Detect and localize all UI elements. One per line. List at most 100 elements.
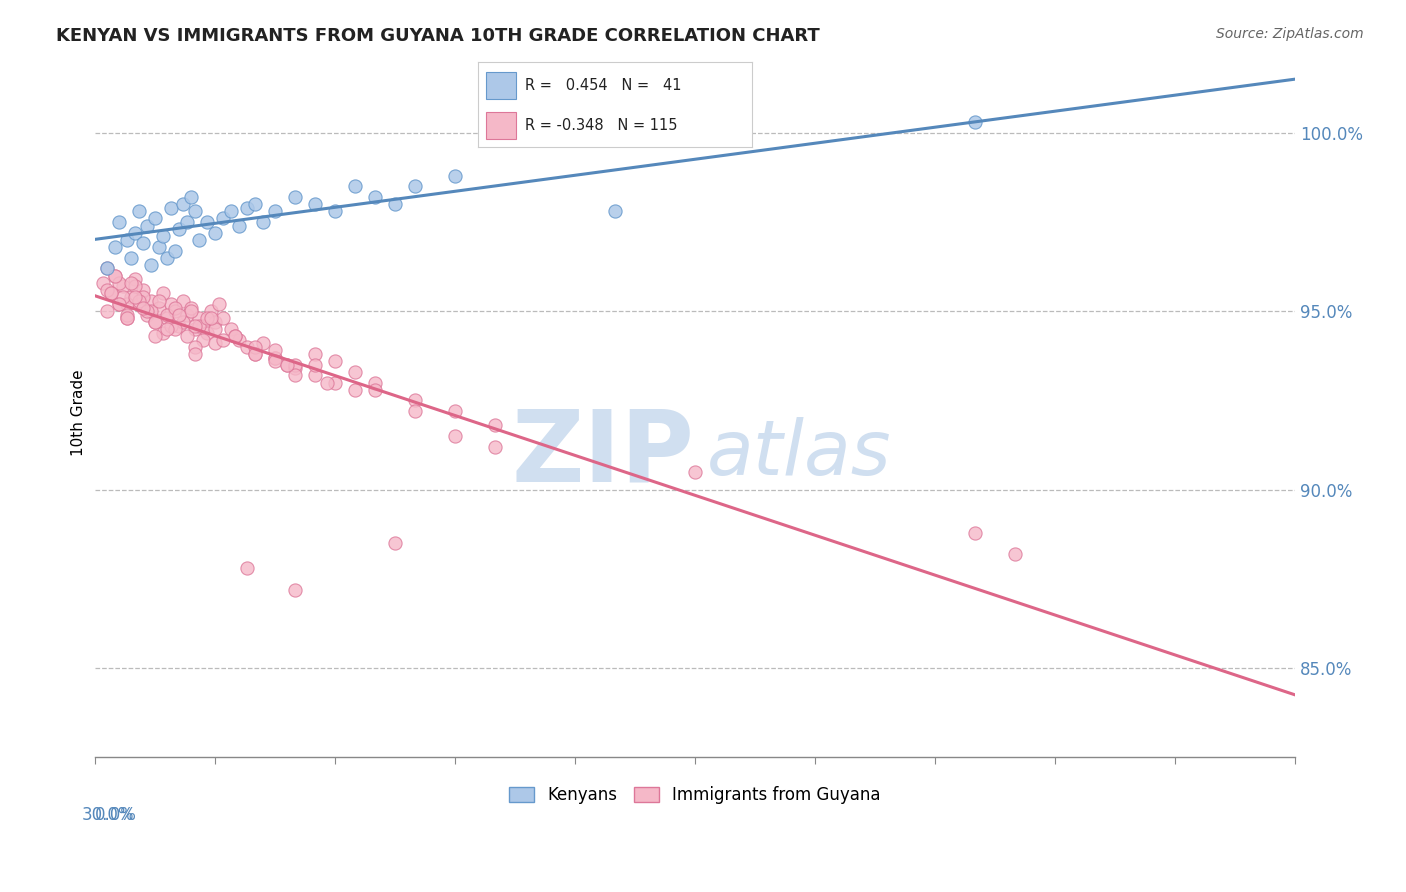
Point xyxy=(363,190,385,204)
Point xyxy=(163,322,186,336)
Point xyxy=(200,311,222,326)
Point xyxy=(172,197,194,211)
Point xyxy=(284,368,307,383)
Point xyxy=(484,418,506,433)
Point xyxy=(243,347,266,361)
Point xyxy=(163,304,186,318)
Point xyxy=(204,315,226,329)
Point xyxy=(219,204,242,219)
Point xyxy=(200,304,222,318)
Point xyxy=(323,204,346,219)
Point xyxy=(263,351,285,365)
Point xyxy=(404,404,426,418)
Point xyxy=(263,343,285,358)
Point xyxy=(304,197,326,211)
Point xyxy=(100,286,122,301)
Text: KENYAN VS IMMIGRANTS FROM GUYANA 10TH GRADE CORRELATION CHART: KENYAN VS IMMIGRANTS FROM GUYANA 10TH GR… xyxy=(56,27,820,45)
Text: ZIP: ZIP xyxy=(512,406,695,503)
Point xyxy=(204,322,226,336)
Point xyxy=(167,308,190,322)
Point xyxy=(120,251,142,265)
Point xyxy=(172,315,194,329)
Point xyxy=(204,226,226,240)
Point xyxy=(228,219,250,233)
Point xyxy=(96,283,118,297)
Point xyxy=(124,226,146,240)
Point xyxy=(235,340,257,354)
Point xyxy=(235,201,257,215)
Point xyxy=(963,525,986,540)
Point xyxy=(115,297,138,311)
Point xyxy=(443,429,465,443)
Y-axis label: 10th Grade: 10th Grade xyxy=(72,369,86,457)
Point xyxy=(363,383,385,397)
Point xyxy=(224,329,246,343)
Point xyxy=(404,393,426,408)
Point xyxy=(443,404,465,418)
Point xyxy=(115,311,138,326)
Text: 0.0%: 0.0% xyxy=(94,805,136,823)
Point xyxy=(404,179,426,194)
Point xyxy=(243,197,266,211)
Point xyxy=(180,301,202,315)
Point xyxy=(304,347,326,361)
Point xyxy=(183,204,205,219)
Point xyxy=(131,301,153,315)
Point xyxy=(103,240,125,254)
Point xyxy=(243,340,266,354)
Point xyxy=(252,215,274,229)
Point xyxy=(211,211,233,226)
Point xyxy=(263,351,285,365)
Point xyxy=(219,322,242,336)
Point xyxy=(131,283,153,297)
Point xyxy=(131,290,153,304)
Point xyxy=(183,318,205,333)
Point xyxy=(195,326,218,340)
Point xyxy=(139,293,162,308)
Point xyxy=(211,311,233,326)
Point xyxy=(124,290,146,304)
Point xyxy=(124,279,146,293)
Point xyxy=(143,315,166,329)
Point xyxy=(284,361,307,376)
Point xyxy=(163,301,186,315)
Point xyxy=(115,308,138,322)
Point xyxy=(263,354,285,368)
Point xyxy=(228,333,250,347)
Point xyxy=(243,347,266,361)
Point xyxy=(443,169,465,183)
Point xyxy=(304,368,326,383)
Point xyxy=(159,201,181,215)
Point xyxy=(148,301,170,315)
Point xyxy=(148,293,170,308)
Point xyxy=(139,304,162,318)
Point xyxy=(176,215,198,229)
Point xyxy=(284,582,307,597)
Point xyxy=(263,204,285,219)
Point xyxy=(183,340,205,354)
Point xyxy=(284,358,307,372)
Point xyxy=(128,297,150,311)
Point xyxy=(103,268,125,283)
Point xyxy=(143,329,166,343)
Point xyxy=(207,297,229,311)
Point xyxy=(1004,547,1026,561)
Point xyxy=(315,376,337,390)
Point xyxy=(363,376,385,390)
Point xyxy=(276,358,298,372)
Point xyxy=(323,376,346,390)
Text: atlas: atlas xyxy=(707,417,891,491)
Point xyxy=(187,318,209,333)
Point xyxy=(195,311,218,326)
Point xyxy=(155,251,177,265)
Point xyxy=(343,383,366,397)
Point xyxy=(211,333,233,347)
Point xyxy=(195,215,218,229)
Point xyxy=(128,293,150,308)
Point xyxy=(304,358,326,372)
Point xyxy=(191,318,214,333)
Point xyxy=(107,215,129,229)
Point xyxy=(187,311,209,326)
Point xyxy=(343,179,366,194)
Point xyxy=(683,465,706,479)
